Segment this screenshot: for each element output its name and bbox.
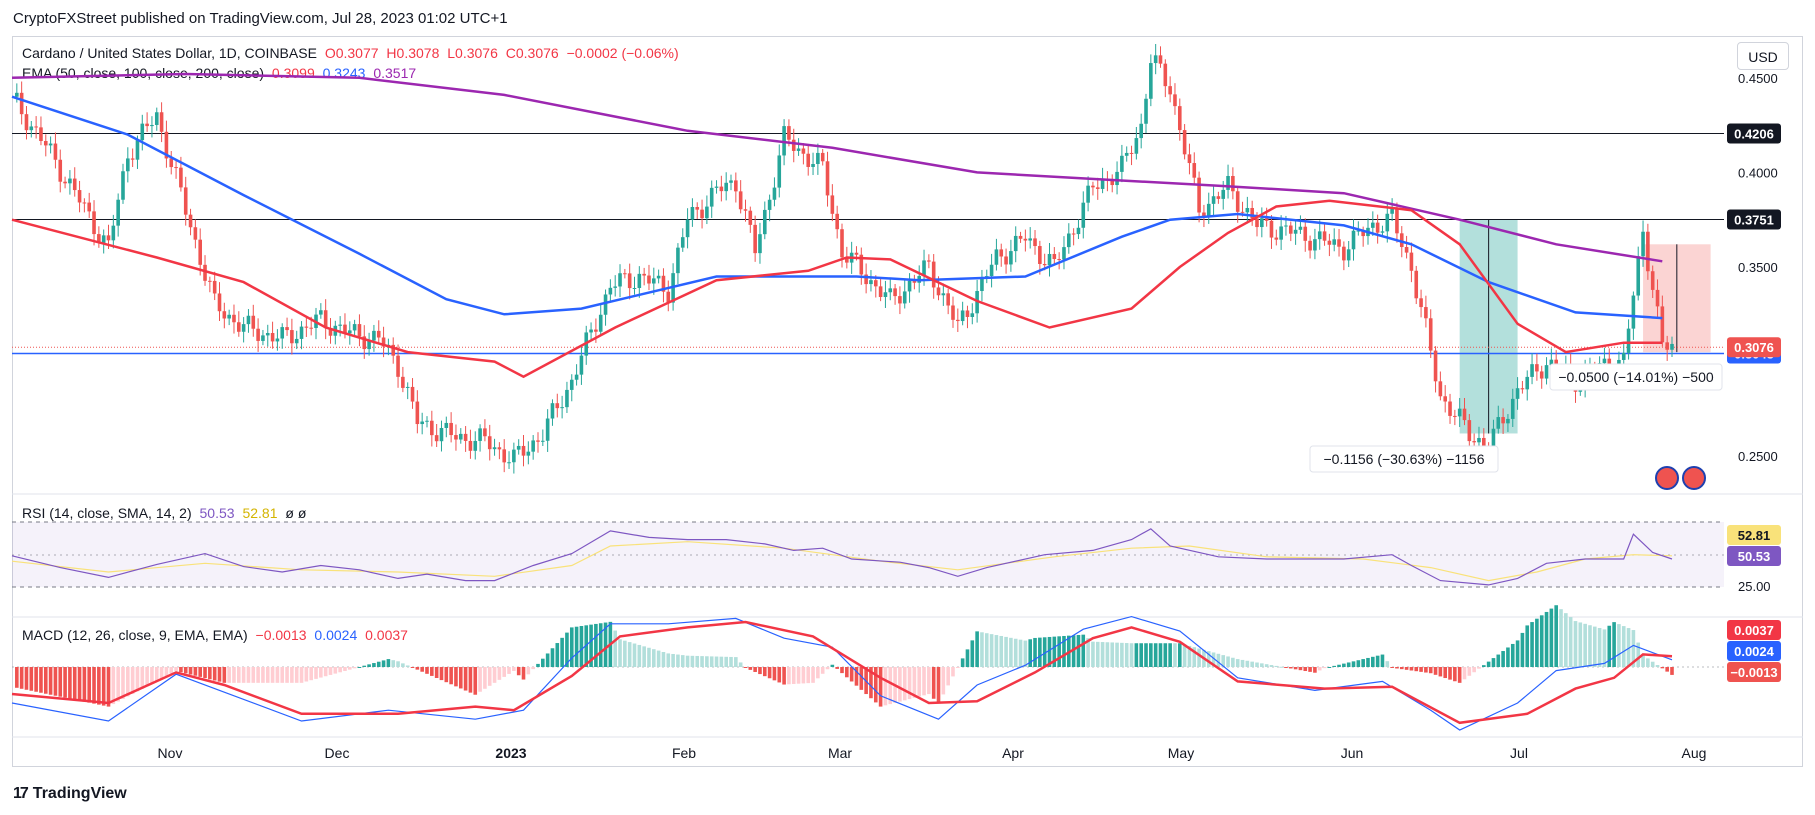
macd-legend: MACD (12, 26, close, 9, EMA, EMA) −0.001…: [22, 627, 412, 643]
macd-signal-value: 0.0037: [365, 627, 408, 643]
symbol-name: Cardano / United States Dollar, 1D, COIN…: [22, 45, 317, 61]
macd-hist-value: −0.0013: [255, 627, 307, 643]
open-value: O0.3077: [324, 45, 379, 61]
rsi-value: 50.53: [199, 505, 235, 521]
high-value: H0.3078: [386, 45, 440, 61]
change-value: −0.0002 (−0.06%): [566, 45, 679, 61]
rsi-extra: ø ø: [285, 505, 307, 521]
chart-frame: [12, 36, 1803, 767]
rsi-label: RSI (14, close, SMA, 14, 2): [22, 505, 192, 521]
ema50-value: 0.3099: [271, 65, 315, 81]
ema-legend: EMA (50, close, 100, close, 200, close) …: [22, 65, 420, 81]
currency-button[interactable]: USD: [1737, 42, 1789, 70]
low-value: L0.3076: [447, 45, 498, 61]
tradingview-logo-icon: 17: [13, 785, 29, 802]
ema-label: EMA (50, close, 100, close, 200, close): [22, 65, 265, 81]
rsi-sma-value: 52.81: [242, 505, 278, 521]
symbol-legend: Cardano / United States Dollar, 1D, COIN…: [22, 45, 683, 61]
macd-value: 0.0024: [314, 627, 358, 643]
rsi-legend: RSI (14, close, SMA, 14, 2) 50.53 52.81 …: [22, 505, 310, 521]
tradingview-brand: TradingView: [32, 785, 127, 802]
publisher-header: CryptoFXStreet published on TradingView.…: [13, 10, 508, 27]
ema100-value: 0.3243: [322, 65, 366, 81]
macd-label: MACD (12, 26, close, 9, EMA, EMA): [22, 627, 248, 643]
ema200-value: 0.3517: [373, 65, 417, 81]
close-value: C0.3076: [505, 45, 559, 61]
tradingview-footer: 17 TradingView: [13, 785, 127, 803]
